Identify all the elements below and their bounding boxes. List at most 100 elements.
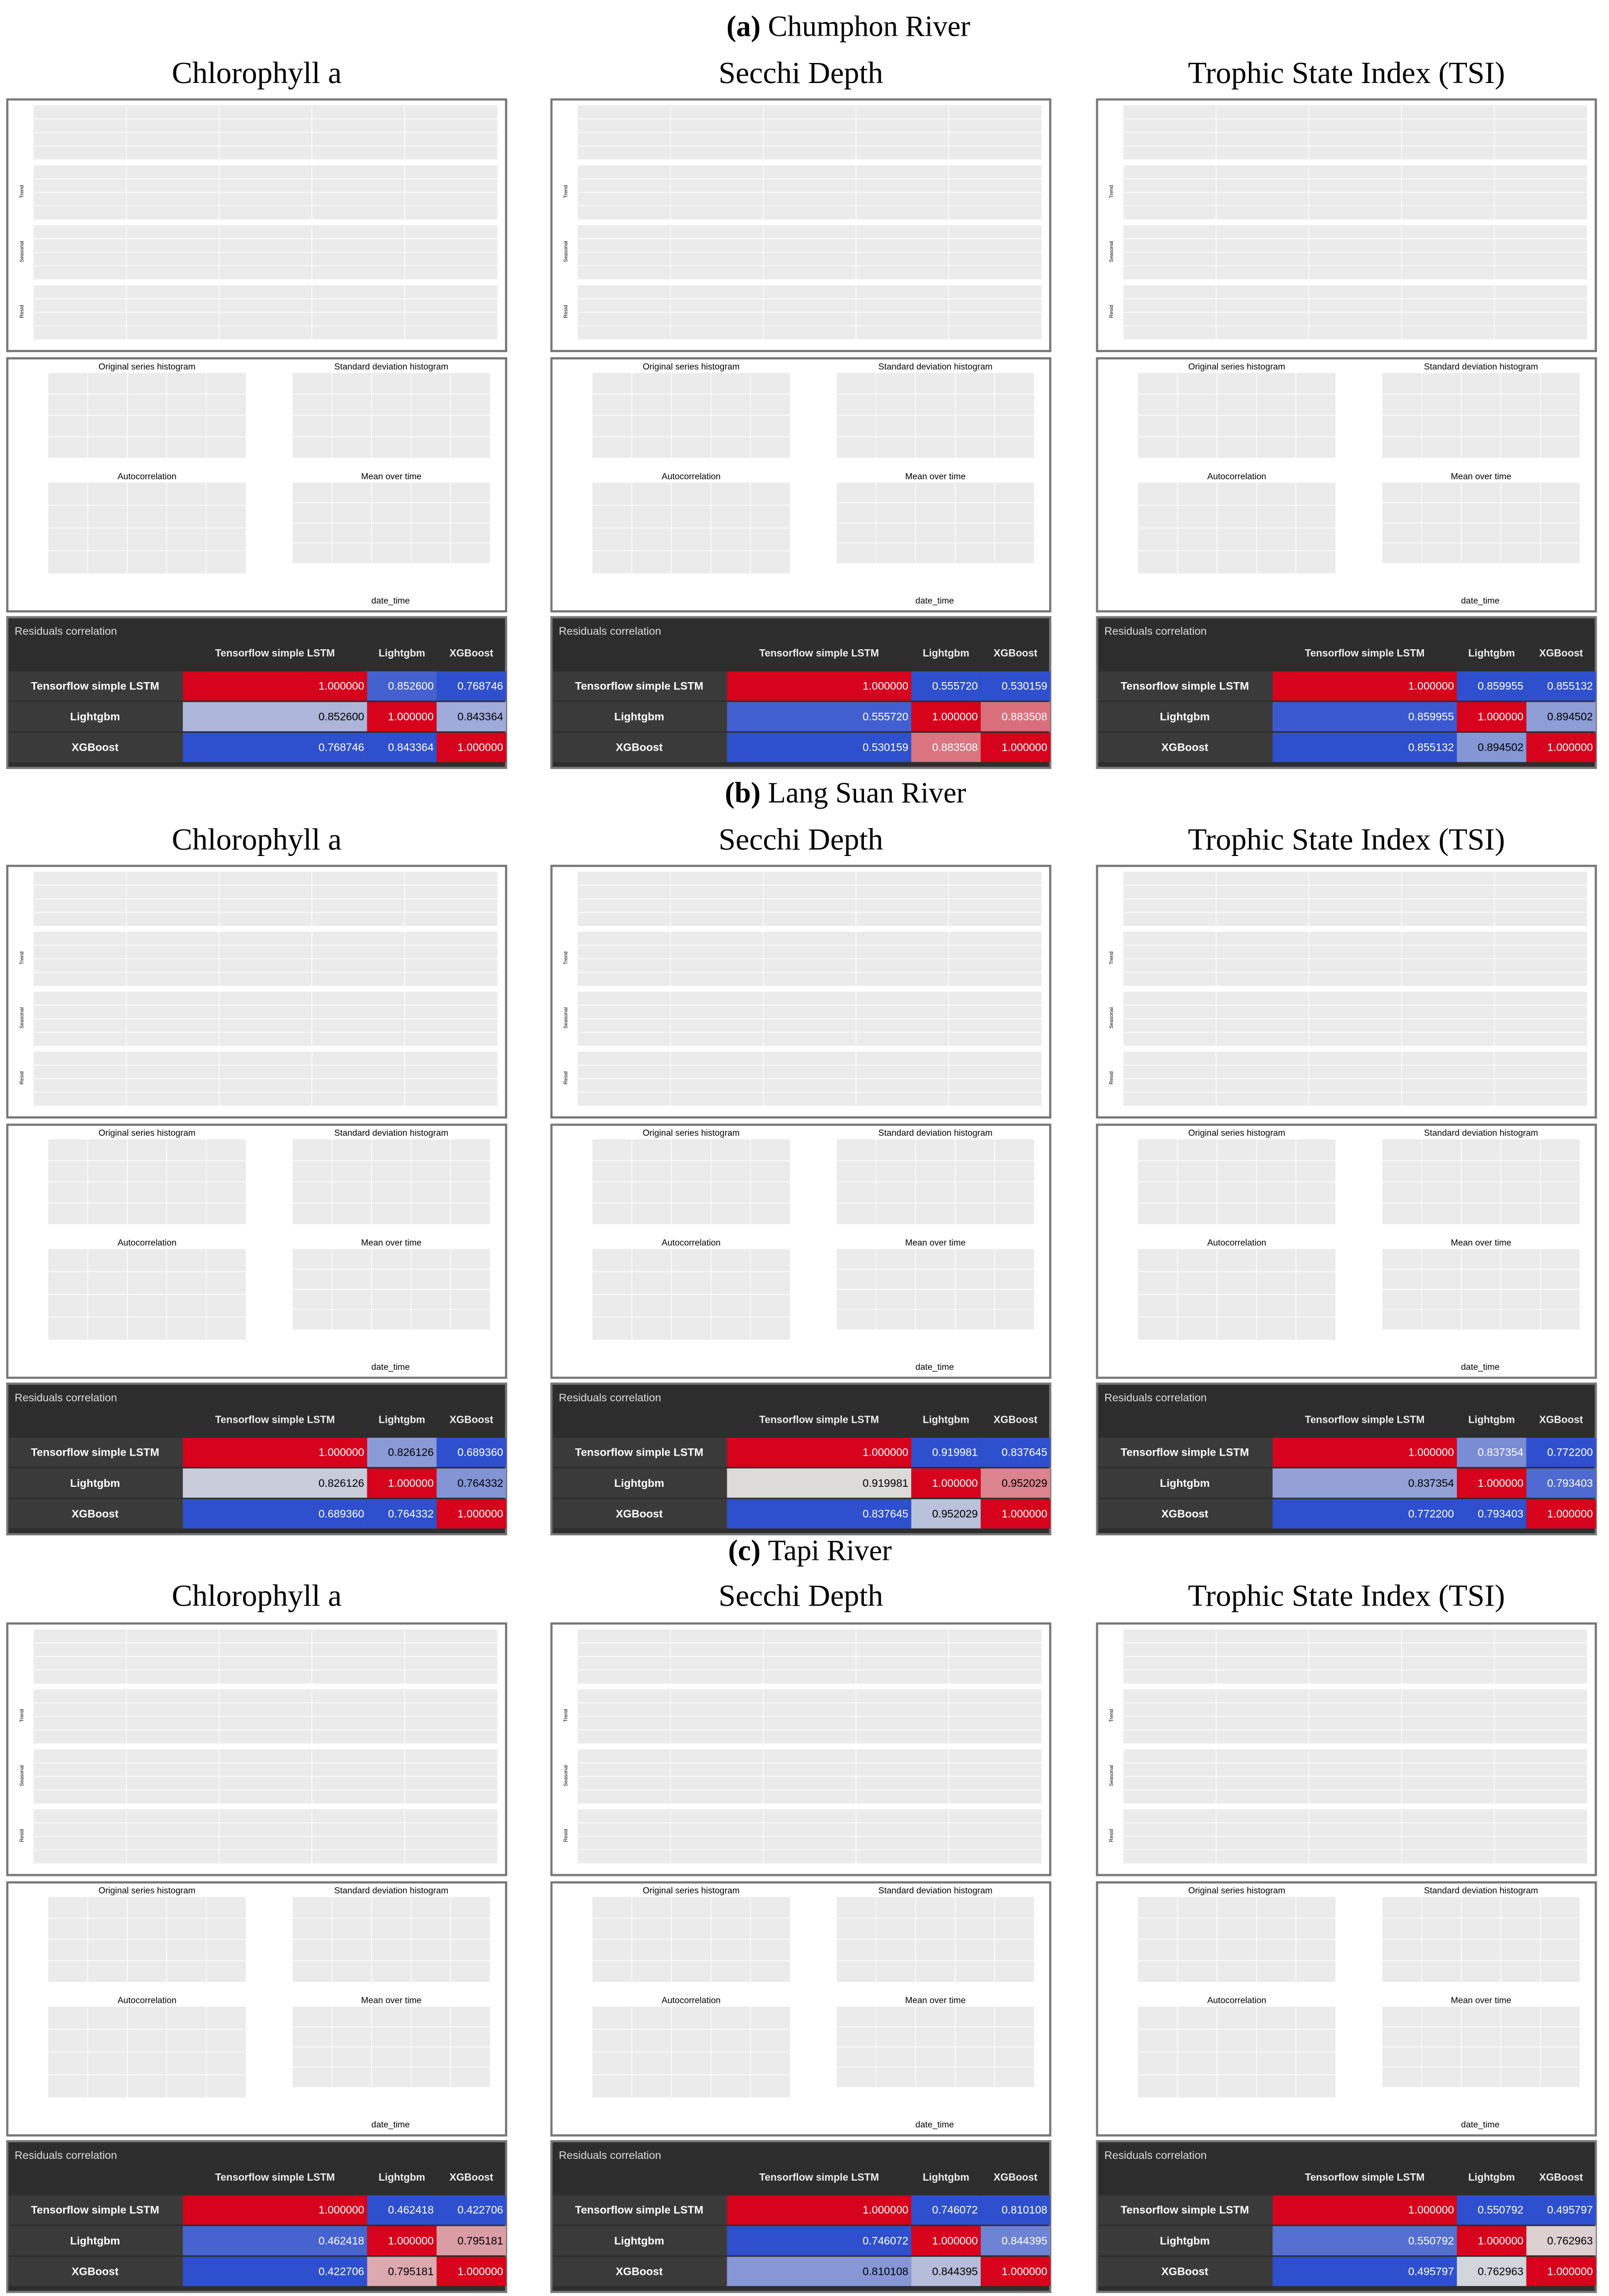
column-header: Tensorflow simple LSTM — [1305, 1413, 1425, 1425]
correlation-value: 0.762963 — [1547, 2235, 1593, 2247]
row-header-cell — [1098, 732, 1273, 762]
correlation-value: 0.495797 — [1547, 2204, 1593, 2216]
correlation-cell — [1272, 671, 1457, 701]
subplot-title: Mean over time — [361, 472, 422, 481]
subplot-title: Standard deviation histogram — [878, 1128, 993, 1138]
row-header-cell — [1098, 2256, 1273, 2287]
correlation-value: 0.844395 — [1002, 2235, 1047, 2247]
correlation-cell — [1272, 1468, 1457, 1498]
variable-title: Trophic State Index (TSI) — [1188, 1578, 1505, 1612]
decomposition-ylabel: Trend — [19, 951, 25, 965]
subplot-title: Mean over time — [1451, 472, 1511, 481]
row-header-cell — [1098, 1499, 1273, 1529]
correlation-cell — [1272, 1499, 1457, 1529]
correlation-value: 0.883508 — [932, 742, 978, 754]
correlation-value: 0.837354 — [1477, 1447, 1523, 1459]
decomposition-ylabel: Resid — [563, 1072, 568, 1084]
correlation-cell — [980, 1499, 1051, 1529]
subplot-title: Autocorrelation — [662, 472, 721, 481]
correlation-value: 0.462418 — [388, 2204, 434, 2216]
mean-xlabel: date_time — [916, 596, 954, 606]
correlation-cell — [1526, 671, 1596, 701]
subplot-title: Original series histogram — [643, 1128, 740, 1138]
row-header: Lightgbm — [614, 2235, 664, 2247]
mean-xlabel: date_time — [916, 1363, 954, 1372]
subplot-title: Autocorrelation — [118, 1238, 177, 1248]
correlation-cell — [1457, 1499, 1527, 1529]
correlation-cell — [367, 671, 437, 701]
correlation-cell — [980, 1437, 1051, 1467]
correlation-value: 0.952029 — [932, 1508, 978, 1520]
correlation-value: 0.844395 — [932, 2265, 978, 2278]
row-header: XGBoost — [1161, 1508, 1209, 1520]
correlation-cell — [1526, 732, 1596, 762]
mean-xlabel: date_time — [371, 596, 410, 606]
row-header: Tensorflow simple LSTM — [575, 1447, 703, 1459]
correlation-cell — [183, 1468, 367, 1498]
correlation-value: 1.000000 — [1002, 2265, 1047, 2278]
correlation-value: 1.000000 — [318, 680, 364, 692]
correlation-value: 0.495797 — [1408, 2265, 1454, 2278]
correlation-value: 1.000000 — [388, 2235, 434, 2247]
correlation-value: 1.000000 — [1002, 1508, 1047, 1520]
correlation-cell — [980, 732, 1051, 762]
subplot-title: Standard deviation histogram — [1424, 1128, 1538, 1138]
table-title: Residuals correlation — [1105, 1392, 1207, 1404]
row-header-cell — [553, 2256, 727, 2287]
row-header: Lightgbm — [1160, 2235, 1210, 2247]
row-header-cell — [553, 2226, 727, 2256]
variable-title: Trophic State Index (TSI) — [1188, 822, 1505, 856]
correlation-value: 1.000000 — [1547, 2265, 1593, 2278]
column-header: Lightgbm — [1469, 1413, 1515, 1425]
row-header-cell — [553, 671, 727, 701]
correlation-value: 1.000000 — [1477, 2235, 1523, 2247]
column-header: Tensorflow simple LSTM — [1305, 2171, 1425, 2183]
correlation-value: 0.772200 — [1408, 1508, 1454, 1520]
column-header: XGBoost — [449, 2171, 493, 2183]
correlation-value: 0.768746 — [458, 680, 503, 692]
correlation-value: 0.768746 — [318, 742, 364, 754]
subplot-title: Mean over time — [361, 1238, 422, 1248]
table-title: Residuals correlation — [14, 625, 117, 638]
row-header-cell — [553, 732, 727, 762]
correlation-value: 0.555720 — [863, 711, 908, 723]
correlation-cell — [727, 732, 912, 762]
variable-title: Trophic State Index (TSI) — [1188, 56, 1505, 90]
correlation-value: 1.000000 — [388, 1477, 434, 1490]
correlation-cell — [727, 702, 912, 732]
row-header-cell — [8, 732, 183, 762]
correlation-cell — [1457, 732, 1527, 762]
section-title: Lang Suan River — [768, 777, 966, 809]
row-header: Tensorflow simple LSTM — [1121, 680, 1249, 692]
correlation-cell — [367, 2195, 437, 2225]
row-header-cell — [8, 2195, 183, 2225]
column-header: XGBoost — [1539, 2171, 1583, 2183]
correlation-cell — [727, 1468, 912, 1498]
correlation-value: 0.919981 — [863, 1477, 908, 1490]
subplot-title: Mean over time — [361, 1996, 422, 2006]
row-header-cell — [553, 702, 727, 732]
subplot-title: Standard deviation histogram — [878, 1886, 993, 1896]
column-header: Tensorflow simple LSTM — [1305, 647, 1425, 659]
column-header: Tensorflow simple LSTM — [759, 647, 879, 659]
correlation-value: 1.000000 — [458, 1508, 503, 1520]
correlation-value: 0.422706 — [458, 2204, 503, 2216]
correlation-value: 0.883508 — [1002, 711, 1047, 723]
mean-xlabel: date_time — [916, 2120, 954, 2130]
subplot-title: Mean over time — [905, 472, 966, 481]
correlation-cell — [1457, 2195, 1527, 2225]
correlation-value: 0.894502 — [1547, 711, 1593, 723]
subplot-title: Standard deviation histogram — [334, 362, 449, 372]
row-header-cell — [8, 702, 183, 732]
column-header: XGBoost — [1539, 647, 1583, 659]
correlation-cell — [1457, 2226, 1527, 2256]
subplot-title: Autocorrelation — [118, 472, 177, 481]
variable-title: Chlorophyll a — [172, 822, 342, 856]
row-header: Lightgbm — [614, 1477, 664, 1490]
decomposition-ylabel: Resid — [1109, 305, 1114, 318]
column-header: XGBoost — [994, 2171, 1038, 2183]
row-header: Tensorflow simple LSTM — [575, 2204, 703, 2216]
correlation-cell — [911, 2256, 981, 2287]
correlation-value: 1.000000 — [1408, 2204, 1454, 2216]
correlation-cell — [436, 2195, 507, 2225]
